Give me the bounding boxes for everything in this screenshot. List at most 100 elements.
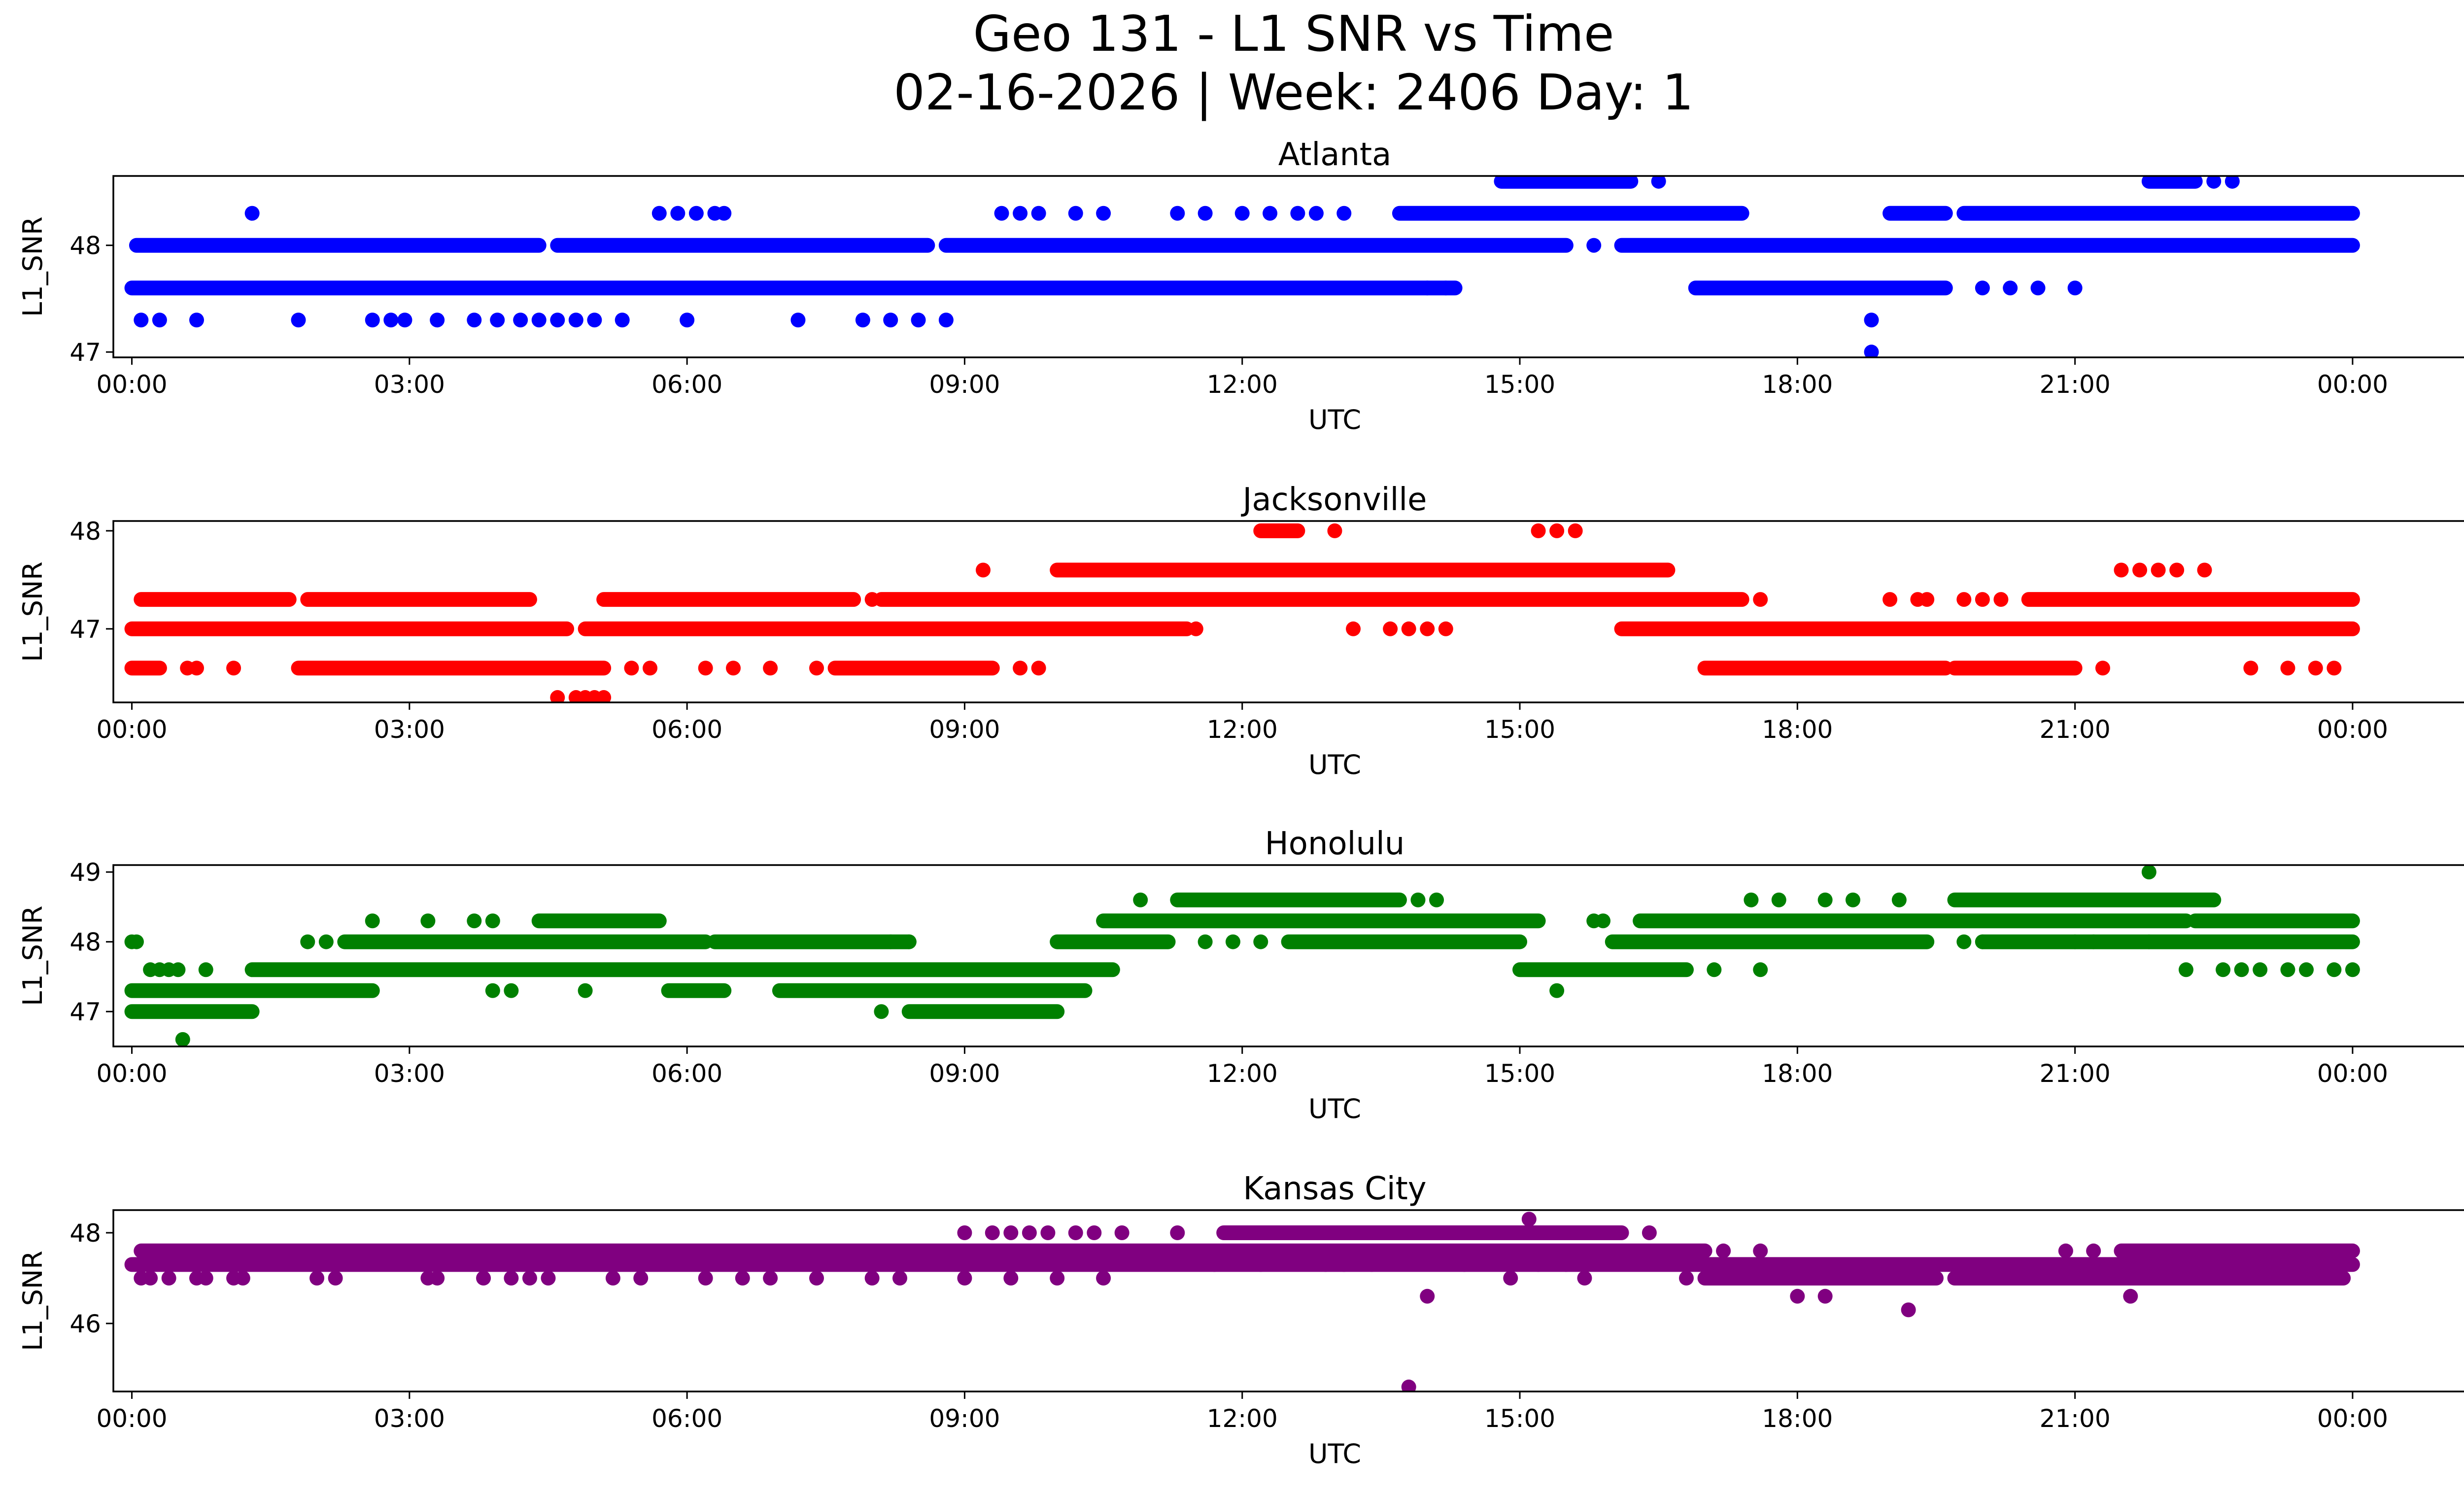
data-point [1642,1225,1657,1240]
x-tick-label: 03:00 [374,715,445,744]
data-point [2216,962,2231,977]
data-point [2253,962,2268,977]
data-point [2067,934,2083,949]
data-point [1336,1257,1352,1272]
data-point [1068,1225,1083,1240]
data-point [134,313,149,328]
data-point [633,1271,649,1286]
data-point [244,206,260,221]
data-point [300,934,315,949]
x-tick-label: 06:00 [651,715,722,744]
data-point [1845,892,1860,907]
data-point [2308,661,2323,676]
data-point [198,1271,213,1286]
data-point [809,661,824,676]
data-point [1549,523,1565,538]
data-point [688,206,704,221]
data-point [2327,962,2342,977]
data-point [513,313,528,328]
data-point [790,313,806,328]
x-tick-label: 18:00 [1762,370,1833,399]
y-tick-label: 49 [69,858,101,887]
data-point [643,661,658,676]
data-point [1253,1257,1268,1272]
data-point [2030,280,2046,296]
x-tick-label: 18:00 [1762,1059,1833,1088]
data-point [1401,621,1416,636]
panel-3: Kansas City 00:00 03:00 06:00 09:00 12:00 15:0… [17,1171,2464,1469]
data-point [365,913,380,929]
x-tick-label: 00:00 [2317,1059,2388,1088]
data-point [883,313,898,328]
data-point [1975,280,1990,296]
data-point [624,661,639,676]
data-point [1975,592,1990,607]
data-point [1457,1257,1472,1272]
data-point [2345,962,2360,977]
data-point [2058,1243,2073,1258]
data-point [1891,892,1907,907]
data-point [1993,592,2009,607]
y-tick-label: 48 [69,1219,101,1248]
data-point [1438,280,1453,296]
data-point [175,1032,190,1046]
data-point [957,1225,972,1240]
data-point [1050,1271,1065,1286]
data-point [504,983,519,998]
data-point [129,934,144,949]
data-point [2095,661,2110,676]
data-point [189,313,204,328]
panel-title: Atlanta [1278,137,1392,173]
data-point [2003,280,2018,296]
data-point [235,1271,250,1286]
data-point [365,313,380,328]
data-point [420,913,436,929]
data-point [550,313,565,328]
x-tick-label: 09:00 [929,1059,1000,1088]
data-point [1031,661,1046,676]
data-point [1753,1243,1768,1258]
data-point [430,1271,445,1286]
data-point [152,313,167,328]
y-tick-label: 48 [69,928,101,957]
series-markers [124,1212,2360,1391]
axes-frame [112,864,2464,1047]
x-tick-label: 15:00 [1484,1059,1555,1088]
data-point [1290,206,1305,221]
data-point [1364,1257,1379,1272]
panel-2: Honolulu 00:00 03:00 06:00 09:00 12:00 15:00 18… [17,826,2464,1124]
data-point [615,313,630,328]
data-point [1438,621,1453,636]
data-point [911,313,926,328]
data-point [2114,562,2129,578]
data-point [1420,621,1435,636]
x-tick-label: 06:00 [651,1059,722,1088]
data-point [1817,1288,1833,1304]
data-point [680,313,695,328]
data-point [1901,1302,1916,1318]
data-point [717,206,732,221]
x-tick-label: 09:00 [929,1404,1000,1433]
data-point [1975,934,1990,949]
x-tick-label: 21:00 [2040,1404,2111,1433]
data-point [994,206,1009,221]
data-point [1817,892,1833,907]
data-point [1864,345,1879,357]
data-point [1327,523,1342,538]
data-point [651,206,667,221]
data-point [2234,962,2249,977]
data-point [938,313,954,328]
data-point [985,1225,1000,1240]
x-tick-label: 06:00 [651,1404,722,1433]
data-point [1383,621,1398,636]
x-tick-label: 18:00 [1762,1404,1833,1433]
data-point [1401,1379,1416,1391]
data-point [161,1271,176,1286]
data-point [1096,206,1111,221]
data-point [1198,206,1213,221]
data-point [605,1271,620,1286]
data-point [1679,1271,1694,1286]
data-point [2178,962,2193,977]
data-point [1225,934,1240,949]
series-markers [124,865,2360,1046]
